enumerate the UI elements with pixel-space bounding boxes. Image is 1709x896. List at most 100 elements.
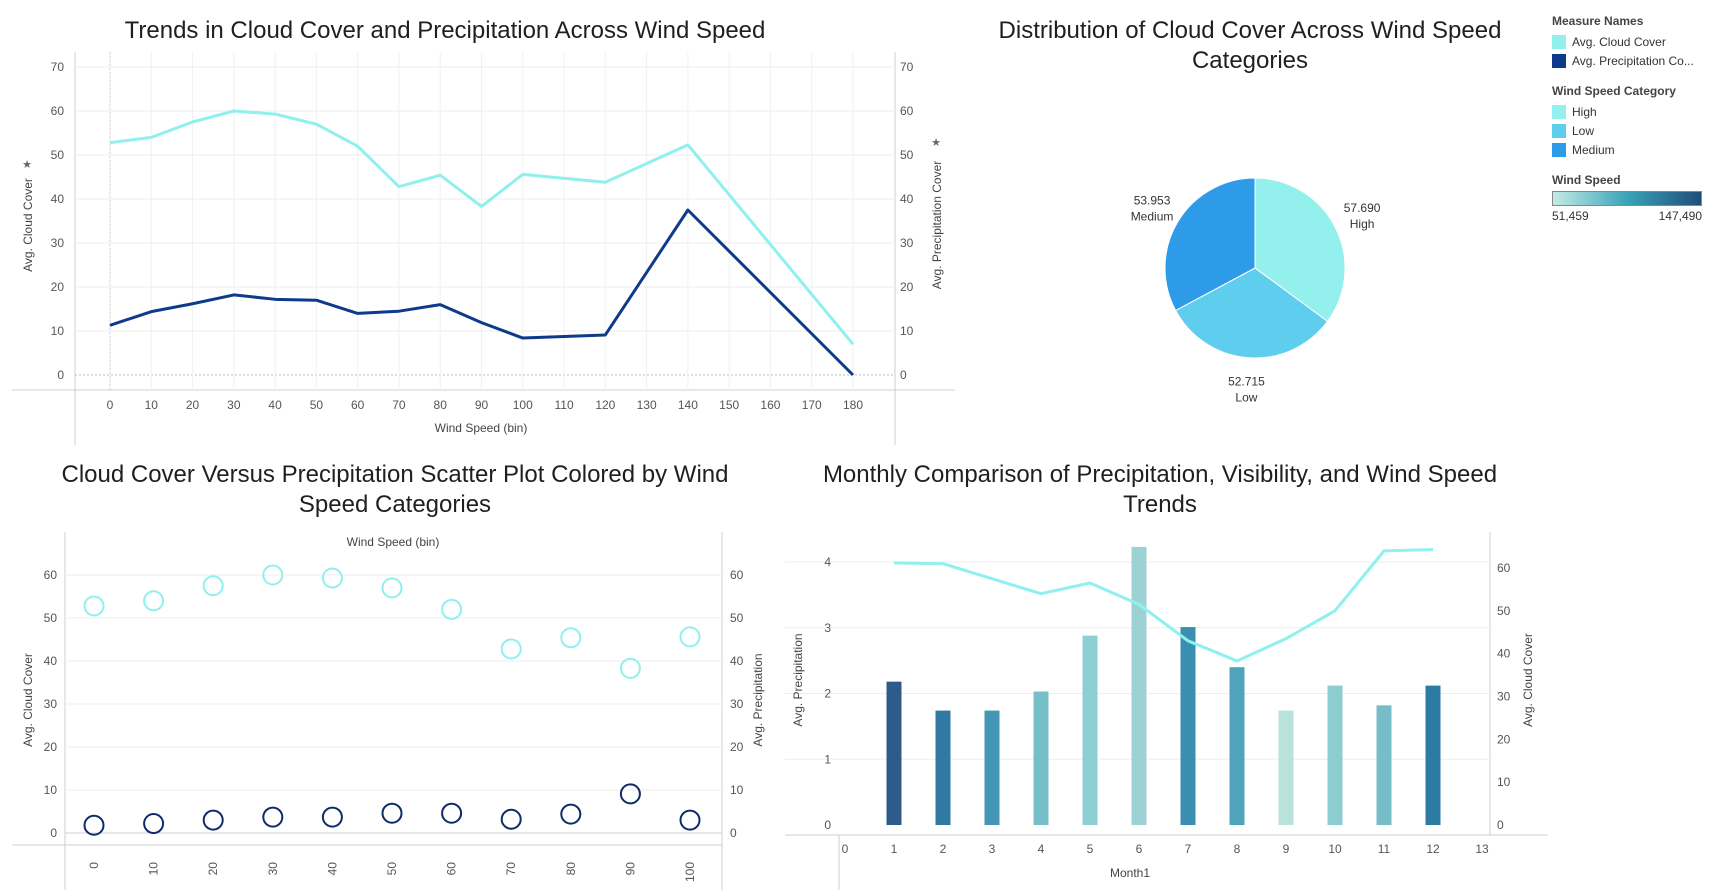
- line-chart-x-tick-label: 0: [107, 398, 114, 412]
- monthly-y-right-tick-label: 20: [1497, 732, 1511, 746]
- wind-speed-min-label: 51,459: [1552, 209, 1589, 223]
- legend-wind-speed-category: Wind Speed Category High Low Medium: [1552, 84, 1702, 159]
- scatter-y-right-tick-label: 50: [730, 611, 744, 625]
- scatter-x-axis-label: Wind Speed (bin): [347, 535, 440, 549]
- line-chart-y-right-tick-label: 70: [900, 60, 914, 74]
- pie-label-category: High: [1350, 217, 1375, 231]
- monthly-x-tick-label: 11: [1378, 842, 1391, 856]
- legend-wind-speed-title: Wind Speed: [1552, 173, 1621, 187]
- scatter-point-cloud-cover: [619, 657, 641, 679]
- monthly-x-axis-label: Month1: [1110, 866, 1150, 880]
- cloud-cover-line: [109, 109, 855, 346]
- monthly-bar: [1033, 691, 1049, 825]
- line-chart-y-tick-label: 70: [51, 60, 65, 74]
- scatter-point-cloud-cover: [560, 627, 582, 649]
- scatter-point-cloud-cover: [679, 626, 701, 648]
- legend-item-medium[interactable]: Medium: [1552, 140, 1702, 159]
- monthly-bar: [984, 710, 1000, 825]
- legend-label: Medium: [1572, 142, 1615, 157]
- legend-swatch: [1552, 104, 1566, 119]
- pie-chart-title: Distribution of Cloud Cover Across Wind …: [998, 17, 1502, 74]
- legend-label: High: [1572, 104, 1597, 119]
- scatter-y-axis-label: Avg. Cloud Cover: [21, 653, 35, 747]
- scatter-point-precipitation: [679, 809, 701, 831]
- line-chart-y-right-tick-label: 60: [900, 104, 914, 118]
- legend-wind-category-title: Wind Speed Category: [1552, 84, 1676, 98]
- scatter-y-tick-label: 0: [50, 826, 57, 840]
- precipitation-line: [109, 208, 855, 377]
- monthly-cloud-cover-line: [893, 548, 1434, 663]
- scatter-point-precipitation: [441, 802, 463, 824]
- scatter-point-precipitation: [202, 809, 224, 831]
- wind-speed-gradient-bar[interactable]: [1552, 191, 1702, 206]
- monthly-bar: [886, 681, 902, 825]
- scatter-y-right-tick-label: 10: [730, 783, 744, 797]
- line-chart-pin-icon: ★: [931, 137, 941, 149]
- line-chart-x-tick-label: 130: [637, 398, 657, 412]
- monthly-y-axis-label: Avg. Precipitation: [791, 633, 805, 726]
- line-chart-y-tick-label: 40: [51, 192, 65, 206]
- line-chart-y-tick-label: 10: [51, 324, 65, 338]
- scatter-y-right-axis-label: Avg. Precipitation: [751, 653, 765, 746]
- pie-label-category: Medium: [1131, 209, 1174, 223]
- legend-label: Avg. Precipitation Co...: [1572, 53, 1694, 68]
- legend-item-high[interactable]: High: [1552, 102, 1702, 121]
- line-chart-y-right-axis-label: Avg. Precipitation Cover: [930, 161, 944, 290]
- monthly-x-tick-label: 1: [891, 842, 898, 856]
- monthly-y-tick-label: 2: [824, 687, 831, 701]
- pie-slice-high: [1254, 177, 1346, 323]
- monthly-y-right-tick-label: 50: [1497, 604, 1511, 618]
- line-chart-x-axis-label: Wind Speed (bin): [435, 421, 528, 435]
- legend-item-low[interactable]: Low: [1552, 121, 1702, 140]
- monthly-chart-title: Monthly Comparison of Precipitation, Vis…: [822, 461, 1498, 518]
- line-chart-x-tick-label: 110: [554, 398, 573, 412]
- monthly-bar: [1180, 627, 1196, 825]
- scatter-x-tick-label: 80: [564, 862, 578, 876]
- scatter-y-tick-label: 20: [44, 740, 58, 754]
- monthly-x-tick-label: 10: [1328, 842, 1342, 856]
- line-chart-x-tick-label: 80: [434, 398, 448, 412]
- monthly-x-tick-label: 0: [842, 842, 849, 856]
- legend-item-avg-precipitation[interactable]: Avg. Precipitation Co...: [1552, 51, 1702, 70]
- legend-item-avg-cloud-cover[interactable]: Avg. Cloud Cover: [1552, 32, 1702, 51]
- scatter-x-tick-label: 90: [623, 862, 637, 876]
- monthly-y-right-tick-label: 30: [1497, 690, 1511, 704]
- scatter-point-cloud-cover: [381, 577, 403, 599]
- line-chart-x-tick-label: 180: [843, 398, 863, 412]
- scatter-point-precipitation: [321, 806, 343, 828]
- line-chart-x-tick-label: 20: [186, 398, 200, 412]
- scatter-point-precipitation: [143, 813, 165, 835]
- monthly-bar: [1229, 667, 1245, 825]
- scatter-y-tick-label: 40: [44, 654, 58, 668]
- monthly-bar: [1327, 685, 1343, 825]
- line-chart-x-tick-label: 10: [145, 398, 159, 412]
- monthly-x-tick-label: 9: [1283, 842, 1290, 856]
- line-chart-x-tick-label: 90: [475, 398, 489, 412]
- scatter-point-precipitation: [560, 803, 582, 825]
- monthly-y-tick-label: 1: [824, 752, 831, 766]
- legend-swatch: [1552, 142, 1566, 157]
- pie-label-value: 53.953: [1134, 193, 1171, 207]
- legend-wind-speed: Wind Speed 51,459 147,490: [1552, 173, 1702, 223]
- scatter-point-precipitation: [619, 783, 641, 805]
- line-chart-y-tick-label: 60: [51, 104, 65, 118]
- monthly-y-right-tick-label: 60: [1497, 561, 1511, 575]
- scatter-x-tick-label: 70: [504, 862, 518, 876]
- scatter-point-cloud-cover: [500, 638, 522, 660]
- monthly-x-tick-label: 2: [940, 842, 947, 856]
- monthly-bar: [935, 710, 951, 825]
- monthly-bar: [1278, 710, 1294, 825]
- line-chart-y-right-tick-label: 20: [900, 280, 914, 294]
- monthly-y-right-axis-label: Avg. Cloud Cover: [1521, 633, 1535, 727]
- scatter-point-precipitation: [381, 802, 403, 824]
- scatter-y-right-tick-label: 0: [730, 826, 737, 840]
- scatter-x-tick-label: 20: [206, 862, 220, 876]
- scatter-y-right-tick-label: 40: [730, 654, 744, 668]
- monthly-y-right-tick-label: 10: [1497, 775, 1511, 789]
- scatter-y-tick-label: 30: [44, 697, 58, 711]
- line-chart-x-tick-label: 100: [513, 398, 533, 412]
- legend-label: Low: [1572, 123, 1595, 138]
- scatter-point-precipitation: [83, 814, 105, 836]
- monthly-x-tick-label: 4: [1038, 842, 1045, 856]
